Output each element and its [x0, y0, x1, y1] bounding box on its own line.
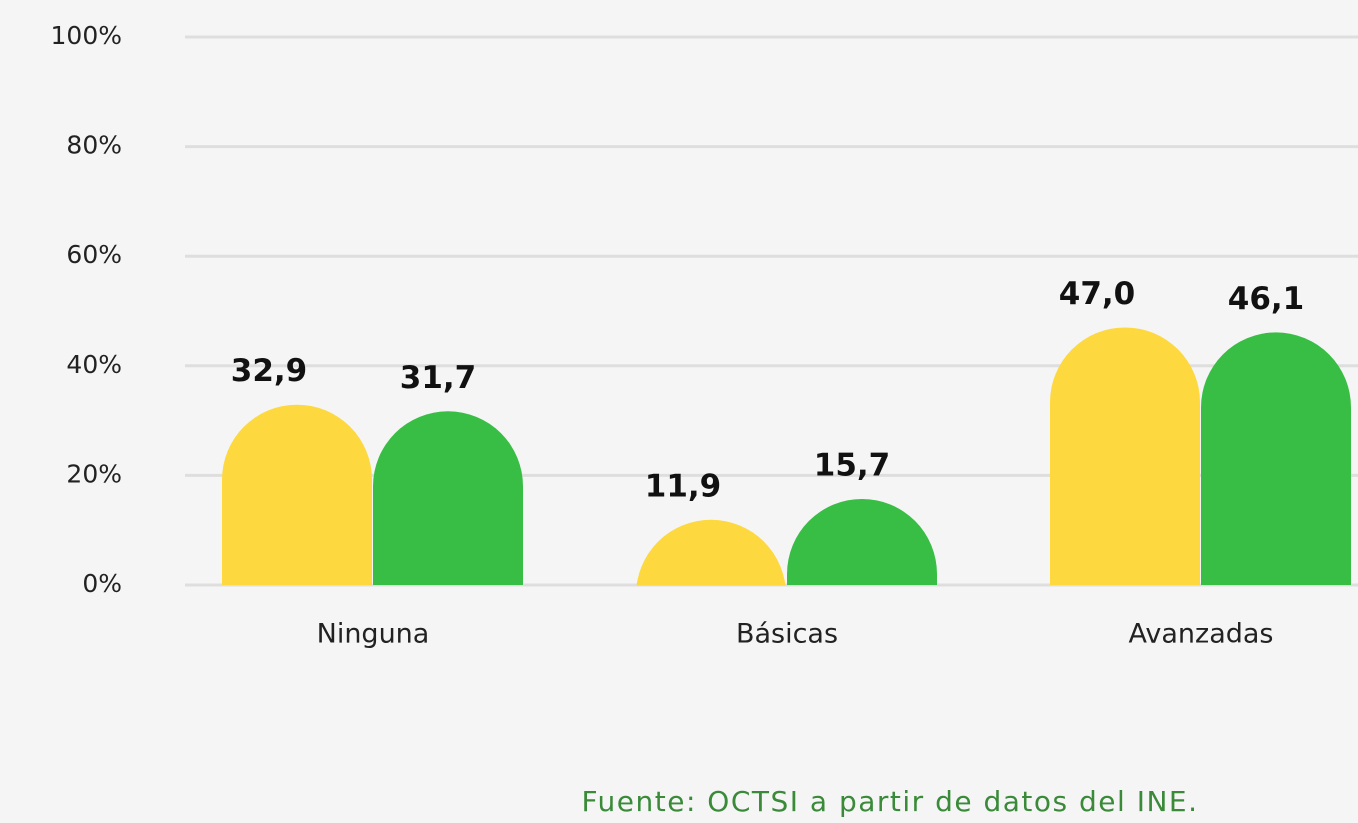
y-tick-label: 20%	[66, 459, 122, 488]
y-tick-label: 60%	[66, 240, 122, 269]
value-label: 32,9	[231, 353, 308, 389]
bar	[1050, 327, 1200, 585]
y-tick-label: 100%	[51, 21, 122, 50]
value-label: 46,1	[1228, 281, 1305, 317]
x-tick-label: Ninguna	[317, 619, 430, 650]
value-label: 31,7	[400, 360, 477, 396]
bar	[787, 498, 937, 585]
x-tick-label: Básicas	[736, 619, 838, 650]
y-tick-label: 0%	[82, 569, 122, 598]
y-tick-label: 40%	[66, 350, 122, 379]
value-label: 15,7	[814, 447, 891, 483]
value-label: 47,0	[1059, 276, 1136, 312]
value-label: 11,9	[645, 468, 722, 504]
bar	[222, 404, 372, 585]
bar	[373, 411, 523, 585]
bar	[1201, 332, 1351, 585]
y-tick-label: 80%	[66, 131, 122, 160]
source-note: Fuente: OCTSI a partir de datos del INE.	[581, 785, 1198, 818]
bar	[636, 519, 786, 586]
x-tick-label: Avanzadas	[1129, 619, 1274, 650]
